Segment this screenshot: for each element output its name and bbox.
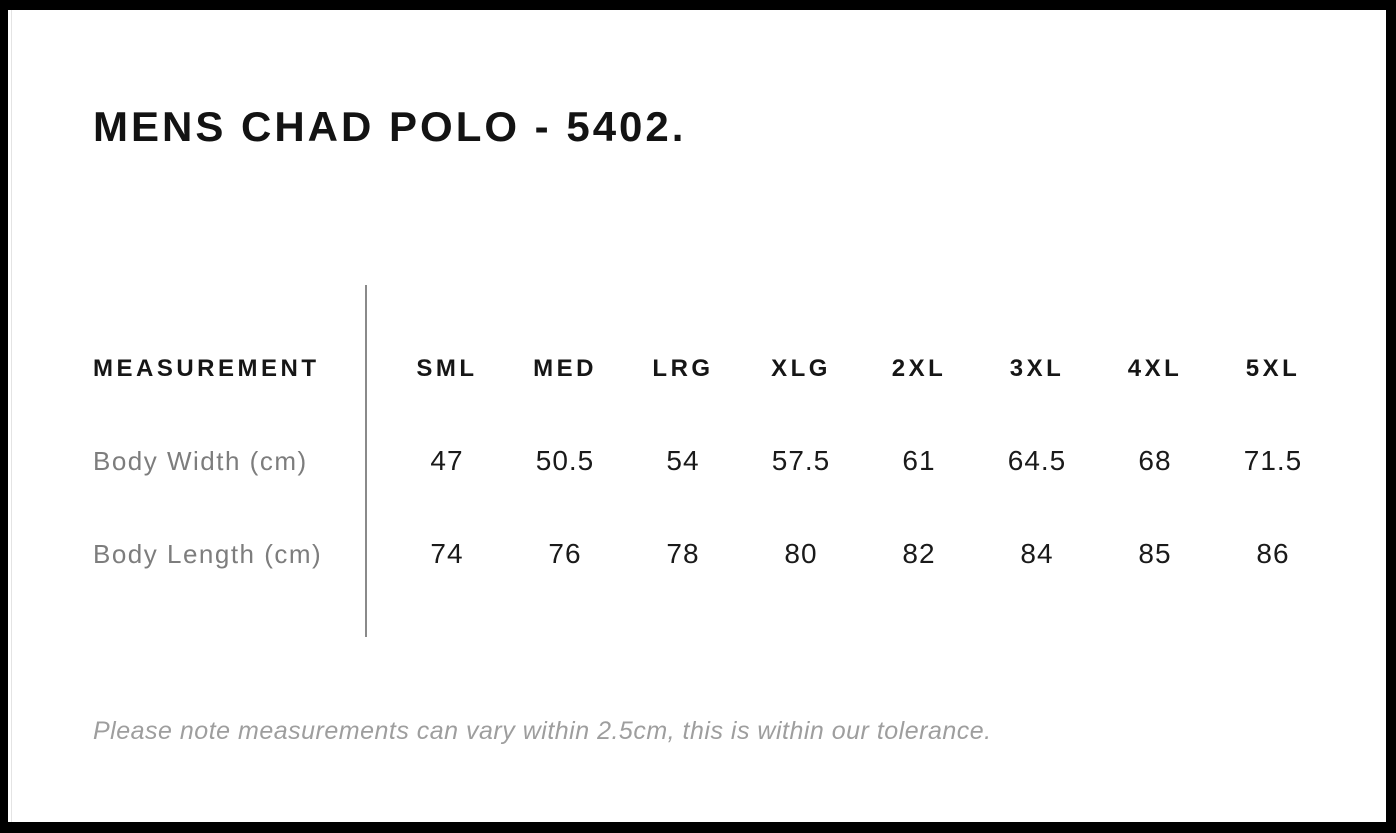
size-column-header-2xl: 2XL — [891, 355, 947, 382]
size-column-header-5xl: 5XL — [1245, 355, 1301, 382]
tolerance-note: Please note measurements can vary within… — [93, 717, 992, 745]
body-width-value-5xl: 71.5 — [1243, 445, 1303, 476]
size-guide-content: MENS CHAD POLO - 5402. MEASUREMENT SML M… — [8, 10, 1386, 822]
row-label-body-width: Body Width (cm) — [93, 445, 308, 476]
body-length-value-sml: 74 — [430, 538, 464, 569]
body-length-value-lrg: 78 — [666, 538, 700, 569]
body-width-value-3xl: 64.5 — [1007, 445, 1067, 476]
measurement-header: MEASUREMENT — [93, 355, 320, 382]
size-column-header-med: MED — [533, 355, 597, 382]
body-length-value-xlg: 80 — [784, 538, 818, 569]
size-column-header-lrg: LRG — [652, 355, 714, 382]
body-length-value-med: 76 — [548, 538, 582, 569]
left-seam-line — [11, 10, 12, 822]
column-divider-line — [365, 285, 367, 637]
body-width-value-lrg: 54 — [666, 445, 700, 476]
row-label-body-length: Body Length (cm) — [93, 538, 323, 569]
body-width-value-2xl: 61 — [902, 445, 936, 476]
body-width-value-xlg: 57.5 — [771, 445, 831, 476]
size-chart-row-body-length: Body Length (cm) 74 76 78 80 82 84 85 86 — [93, 536, 1332, 572]
size-column-header-xlg: XLG — [771, 355, 831, 382]
body-width-value-4xl: 68 — [1138, 445, 1172, 476]
body-width-value-sml: 47 — [430, 445, 464, 476]
body-length-value-4xl: 85 — [1138, 538, 1172, 569]
size-column-header-4xl: 4XL — [1127, 355, 1183, 382]
size-column-header-3xl: 3XL — [1009, 355, 1065, 382]
size-chart: MEASUREMENT SML MED LRG XLG 2XL 3XL 4XL … — [8, 10, 1386, 822]
body-length-value-5xl: 86 — [1256, 538, 1290, 569]
body-width-value-med: 50.5 — [535, 445, 595, 476]
size-chart-header-row: MEASUREMENT SML MED LRG XLG 2XL 3XL 4XL … — [93, 351, 1332, 387]
page-title: MENS CHAD POLO - 5402. — [93, 103, 687, 150]
body-length-value-3xl: 84 — [1020, 538, 1054, 569]
body-length-value-2xl: 82 — [902, 538, 936, 569]
size-chart-row-body-width: Body Width (cm) 47 50.5 54 57.5 61 64.5 … — [93, 443, 1332, 479]
size-column-header-sml: SML — [416, 355, 478, 382]
